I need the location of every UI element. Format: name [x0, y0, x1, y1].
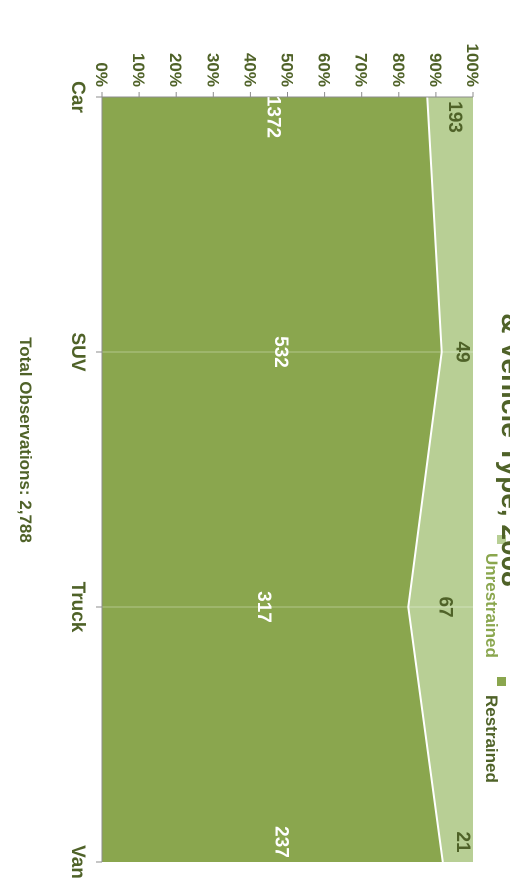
- value-tick-label: 0%: [92, 62, 111, 87]
- value-tick-label: 60%: [315, 53, 334, 87]
- category-label-van: Van: [67, 845, 88, 879]
- value-tick-label: 70%: [352, 53, 371, 87]
- labels-layer: 0% 10% 20% 30% 40% 50% 60% 70% 80% 90% 100% Car SUV T…: [67, 44, 482, 879]
- category-label-car: Car: [67, 81, 88, 113]
- legend-label-unrestrained: Unrestrained: [482, 553, 501, 658]
- data-label-unrestrained: 67: [435, 596, 456, 617]
- value-tick-label: 80%: [389, 53, 408, 87]
- gridlines: [102, 351, 473, 608]
- data-label-restrained: 532: [270, 336, 291, 368]
- data-label-restrained: 317: [253, 591, 274, 623]
- area-restrained: [102, 97, 443, 862]
- value-tick-label: 90%: [426, 53, 445, 87]
- category-label-suv: SUV: [67, 332, 88, 371]
- legend-swatch-unrestrained: [497, 535, 506, 544]
- category-label-truck: Truck: [67, 582, 88, 633]
- series-boundary-line: [407, 96, 444, 863]
- value-tick-label: 100%: [463, 44, 482, 87]
- value-tick-label: 10%: [129, 53, 148, 87]
- value-tick-label: 20%: [166, 53, 185, 87]
- axes: [96, 92, 474, 863]
- legend-swatch-restrained: [497, 677, 506, 686]
- area-unrestrained: [408, 97, 473, 862]
- chart-title: & Vehicle Type, 2008: [496, 313, 510, 586]
- data-label-unrestrained: 49: [451, 341, 472, 362]
- value-tick-label: 30%: [203, 53, 222, 87]
- data-label-restrained: 237: [270, 826, 291, 858]
- data-label-unrestrained: 21: [452, 831, 473, 853]
- value-tick-label: 40%: [240, 53, 259, 87]
- legend-label-restrained: Restrained: [482, 695, 501, 783]
- area-layer: [102, 96, 473, 863]
- data-label-unrestrained: 193: [444, 101, 465, 133]
- total-observations-note: Total Observations: 2,788: [16, 337, 35, 543]
- value-tick-label: 50%: [278, 53, 297, 87]
- data-label-restrained: 1372: [263, 96, 284, 138]
- plot-area: 0% 10% 20% 30% 40% 50% 60% 70% 80% 90% 100% Car SUV T…: [67, 44, 482, 879]
- legend: Unrestrained Restrained: [482, 535, 506, 783]
